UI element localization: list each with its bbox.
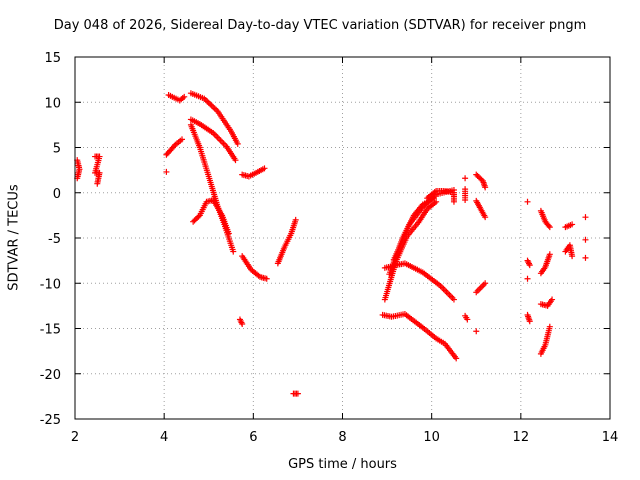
data-point xyxy=(582,236,589,243)
data-point xyxy=(205,99,212,106)
y-tick-label: -20 xyxy=(40,368,61,383)
y-tick-label: -15 xyxy=(40,323,61,338)
data-point xyxy=(582,254,589,261)
data-point xyxy=(549,296,556,303)
data-point xyxy=(524,275,531,282)
data-point xyxy=(163,168,170,175)
data-point xyxy=(473,328,480,335)
data-point xyxy=(433,198,440,205)
y-tick-label: 5 xyxy=(53,142,61,157)
data-point xyxy=(234,140,241,147)
data-point xyxy=(526,318,533,325)
data-point xyxy=(195,213,202,220)
y-tick-label: -25 xyxy=(40,413,61,428)
data-point xyxy=(211,105,218,112)
data-point xyxy=(204,98,211,105)
data-point xyxy=(261,165,268,172)
data-point xyxy=(225,230,232,237)
data-point xyxy=(569,253,576,260)
data-point xyxy=(232,157,239,164)
chart-title: Day 048 of 2026, Sidereal Day-to-day VTE… xyxy=(53,18,587,33)
y-tick-label: 15 xyxy=(44,51,61,66)
data-point xyxy=(546,251,553,258)
data-point xyxy=(230,248,237,255)
data-point xyxy=(94,180,101,187)
data-point xyxy=(482,280,489,287)
y-tick-label: -10 xyxy=(40,277,61,292)
data-point xyxy=(263,275,270,282)
y-tick-label: -5 xyxy=(48,232,61,247)
x-axis-label: GPS time / hours xyxy=(288,457,397,472)
data-point xyxy=(482,214,489,221)
x-tick-label: 10 xyxy=(423,430,440,445)
data-point xyxy=(545,222,552,229)
data-point xyxy=(208,102,215,109)
data-point xyxy=(546,323,553,330)
data-point xyxy=(181,93,188,100)
y-axis-label: SDTVAR / TECUs xyxy=(6,184,22,291)
data-point xyxy=(179,136,185,143)
data-point xyxy=(524,198,531,205)
data-point xyxy=(453,355,460,362)
x-tick-label: 4 xyxy=(160,430,168,445)
data-point xyxy=(582,214,589,221)
data-point xyxy=(213,106,220,113)
data-point xyxy=(207,101,214,108)
axis-ticks: 2 4 6 8 10 12 14 15 10 5 0 -5 -10 -15 -20 -25 xyxy=(40,51,619,445)
data-point xyxy=(210,104,217,111)
data-point xyxy=(482,184,489,191)
data-point xyxy=(292,216,299,223)
data-point xyxy=(462,175,469,182)
data-point xyxy=(546,224,553,231)
data-point xyxy=(464,316,471,323)
data-point xyxy=(450,296,457,303)
data-point xyxy=(462,196,469,203)
data-point xyxy=(450,198,457,205)
data-point xyxy=(294,390,301,397)
y-tick-label: 0 xyxy=(53,187,61,202)
data-point xyxy=(569,221,576,228)
data-point xyxy=(239,320,246,327)
x-tick-label: 14 xyxy=(602,430,619,445)
data-points xyxy=(74,90,589,397)
data-point xyxy=(526,262,533,269)
x-tick-label: 12 xyxy=(513,430,530,445)
grid-lines xyxy=(75,57,610,419)
x-tick-label: 2 xyxy=(71,430,79,445)
x-tick-label: 8 xyxy=(338,430,346,445)
y-tick-label: 10 xyxy=(44,96,61,111)
x-tick-label: 6 xyxy=(249,430,257,445)
